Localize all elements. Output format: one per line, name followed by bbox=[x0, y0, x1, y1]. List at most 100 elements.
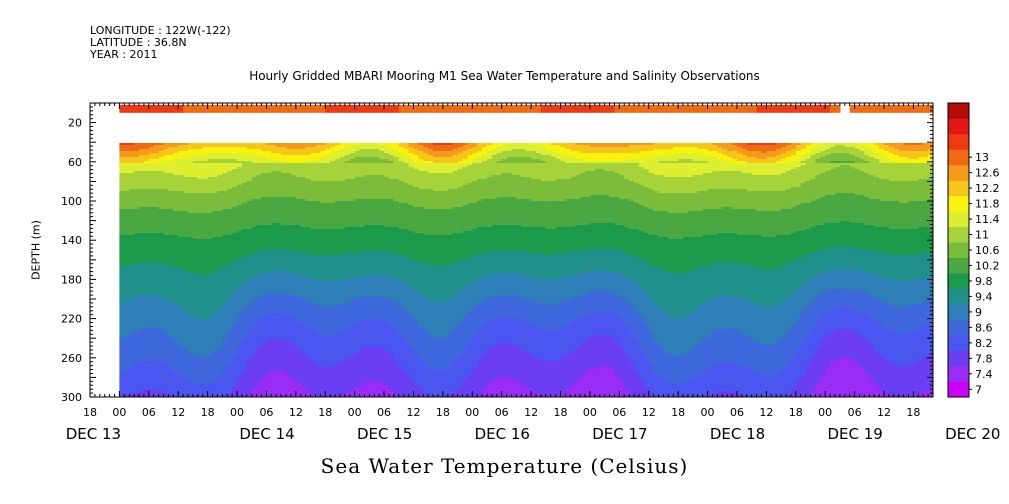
heatmap-cell bbox=[148, 177, 155, 180]
heatmap-cell bbox=[163, 147, 170, 150]
heatmap-cell bbox=[246, 241, 253, 244]
heatmap-cell bbox=[163, 227, 170, 230]
heatmap-cell bbox=[134, 325, 140, 328]
heatmap-cell bbox=[158, 217, 165, 220]
heatmap-cell bbox=[134, 389, 140, 392]
heatmap-cell bbox=[256, 277, 263, 280]
heatmap-cell bbox=[217, 215, 223, 218]
heatmap-cell bbox=[217, 301, 223, 304]
heatmap-cell bbox=[251, 345, 258, 348]
heatmap-cell bbox=[158, 237, 165, 240]
heatmap-cell bbox=[246, 183, 253, 186]
heatmap-cell bbox=[202, 389, 209, 392]
surface-cell bbox=[129, 104, 135, 113]
heatmap-cell bbox=[124, 289, 130, 292]
heatmap-cell bbox=[183, 271, 189, 274]
heatmap-cell bbox=[134, 271, 140, 274]
heatmap-cell bbox=[222, 281, 228, 284]
heatmap-cell bbox=[212, 231, 219, 234]
heatmap-cell bbox=[183, 349, 189, 352]
heatmap-cell bbox=[222, 195, 228, 198]
heatmap-cell bbox=[227, 201, 233, 204]
heatmap-cell bbox=[168, 375, 174, 378]
heatmap-cell bbox=[163, 287, 170, 290]
heatmap-cell bbox=[261, 235, 268, 238]
heatmap-cell bbox=[143, 345, 150, 348]
heatmap-cell bbox=[143, 357, 150, 360]
heatmap-cell bbox=[168, 373, 174, 376]
heatmap-cell bbox=[241, 315, 248, 318]
heatmap-cell bbox=[192, 217, 199, 220]
heatmap-cell bbox=[251, 149, 258, 152]
heatmap-cell bbox=[168, 381, 174, 384]
heatmap-cell bbox=[148, 197, 155, 200]
heatmap-cell bbox=[119, 273, 125, 276]
heatmap-cell bbox=[139, 305, 145, 308]
heatmap-cell bbox=[197, 279, 204, 282]
heatmap-cell bbox=[202, 215, 209, 218]
heatmap-cell bbox=[188, 213, 194, 216]
heatmap-cell bbox=[246, 227, 253, 230]
heatmap-cell bbox=[266, 185, 272, 188]
heatmap-cell bbox=[124, 233, 130, 236]
heatmap-cell bbox=[139, 157, 145, 160]
heatmap-cell bbox=[139, 233, 145, 236]
heatmap-cell bbox=[222, 237, 228, 240]
heatmap-cell bbox=[188, 143, 194, 146]
heatmap-cell bbox=[168, 377, 174, 380]
heatmap-cell bbox=[153, 367, 160, 370]
heatmap-cell bbox=[119, 187, 125, 190]
heatmap-cell bbox=[192, 245, 199, 248]
heatmap-cell bbox=[232, 151, 238, 154]
heatmap-cell bbox=[119, 183, 125, 186]
heatmap-cell bbox=[153, 357, 160, 360]
heatmap-cell bbox=[217, 371, 223, 374]
heatmap-cell bbox=[158, 175, 165, 178]
heatmap-cell bbox=[188, 337, 194, 340]
heatmap-cell bbox=[124, 153, 130, 156]
heatmap-cell bbox=[261, 221, 268, 224]
heatmap-cell bbox=[222, 157, 228, 160]
heatmap-cell bbox=[222, 229, 228, 232]
heatmap-cell bbox=[266, 295, 272, 298]
heatmap-cell bbox=[134, 291, 140, 294]
heatmap-cell bbox=[217, 147, 223, 150]
heatmap-cell bbox=[241, 247, 248, 250]
heatmap-cell bbox=[207, 301, 214, 304]
heatmap-cell bbox=[256, 243, 263, 246]
heatmap-cell bbox=[124, 261, 130, 264]
heatmap-cell bbox=[129, 195, 135, 198]
heatmap-cell bbox=[192, 223, 199, 226]
heatmap-cell bbox=[251, 321, 258, 324]
heatmap-cell bbox=[217, 273, 223, 276]
heatmap-cell bbox=[266, 207, 272, 210]
heatmap-cell bbox=[246, 303, 253, 306]
heatmap-cell bbox=[188, 229, 194, 232]
heatmap-cell bbox=[124, 359, 130, 362]
heatmap-cell bbox=[148, 327, 155, 330]
heatmap-cell bbox=[188, 343, 194, 346]
heatmap-cell bbox=[139, 279, 145, 282]
heatmap-cell bbox=[202, 387, 209, 390]
heatmap-cell bbox=[139, 303, 145, 306]
heatmap-cell bbox=[207, 295, 214, 298]
heatmap-cell bbox=[232, 291, 238, 294]
heatmap-cell bbox=[134, 225, 140, 228]
heatmap-cell bbox=[256, 169, 263, 172]
heatmap-cell bbox=[119, 353, 125, 356]
heatmap-cell bbox=[178, 173, 184, 176]
heatmap-cell bbox=[192, 357, 199, 360]
heatmap-cell bbox=[192, 311, 199, 314]
heatmap-cell bbox=[134, 321, 140, 324]
heatmap-cell bbox=[134, 351, 140, 354]
heatmap-cell bbox=[188, 299, 194, 302]
heatmap-cell bbox=[143, 261, 150, 264]
heatmap-cell bbox=[124, 271, 130, 274]
heatmap-cell bbox=[178, 337, 184, 340]
heatmap-cell bbox=[143, 315, 150, 318]
heatmap-cell bbox=[143, 171, 150, 174]
heatmap-cell bbox=[192, 295, 199, 298]
heatmap-cell bbox=[232, 147, 238, 150]
heatmap-cell bbox=[256, 331, 263, 334]
heatmap-cell bbox=[188, 261, 194, 264]
